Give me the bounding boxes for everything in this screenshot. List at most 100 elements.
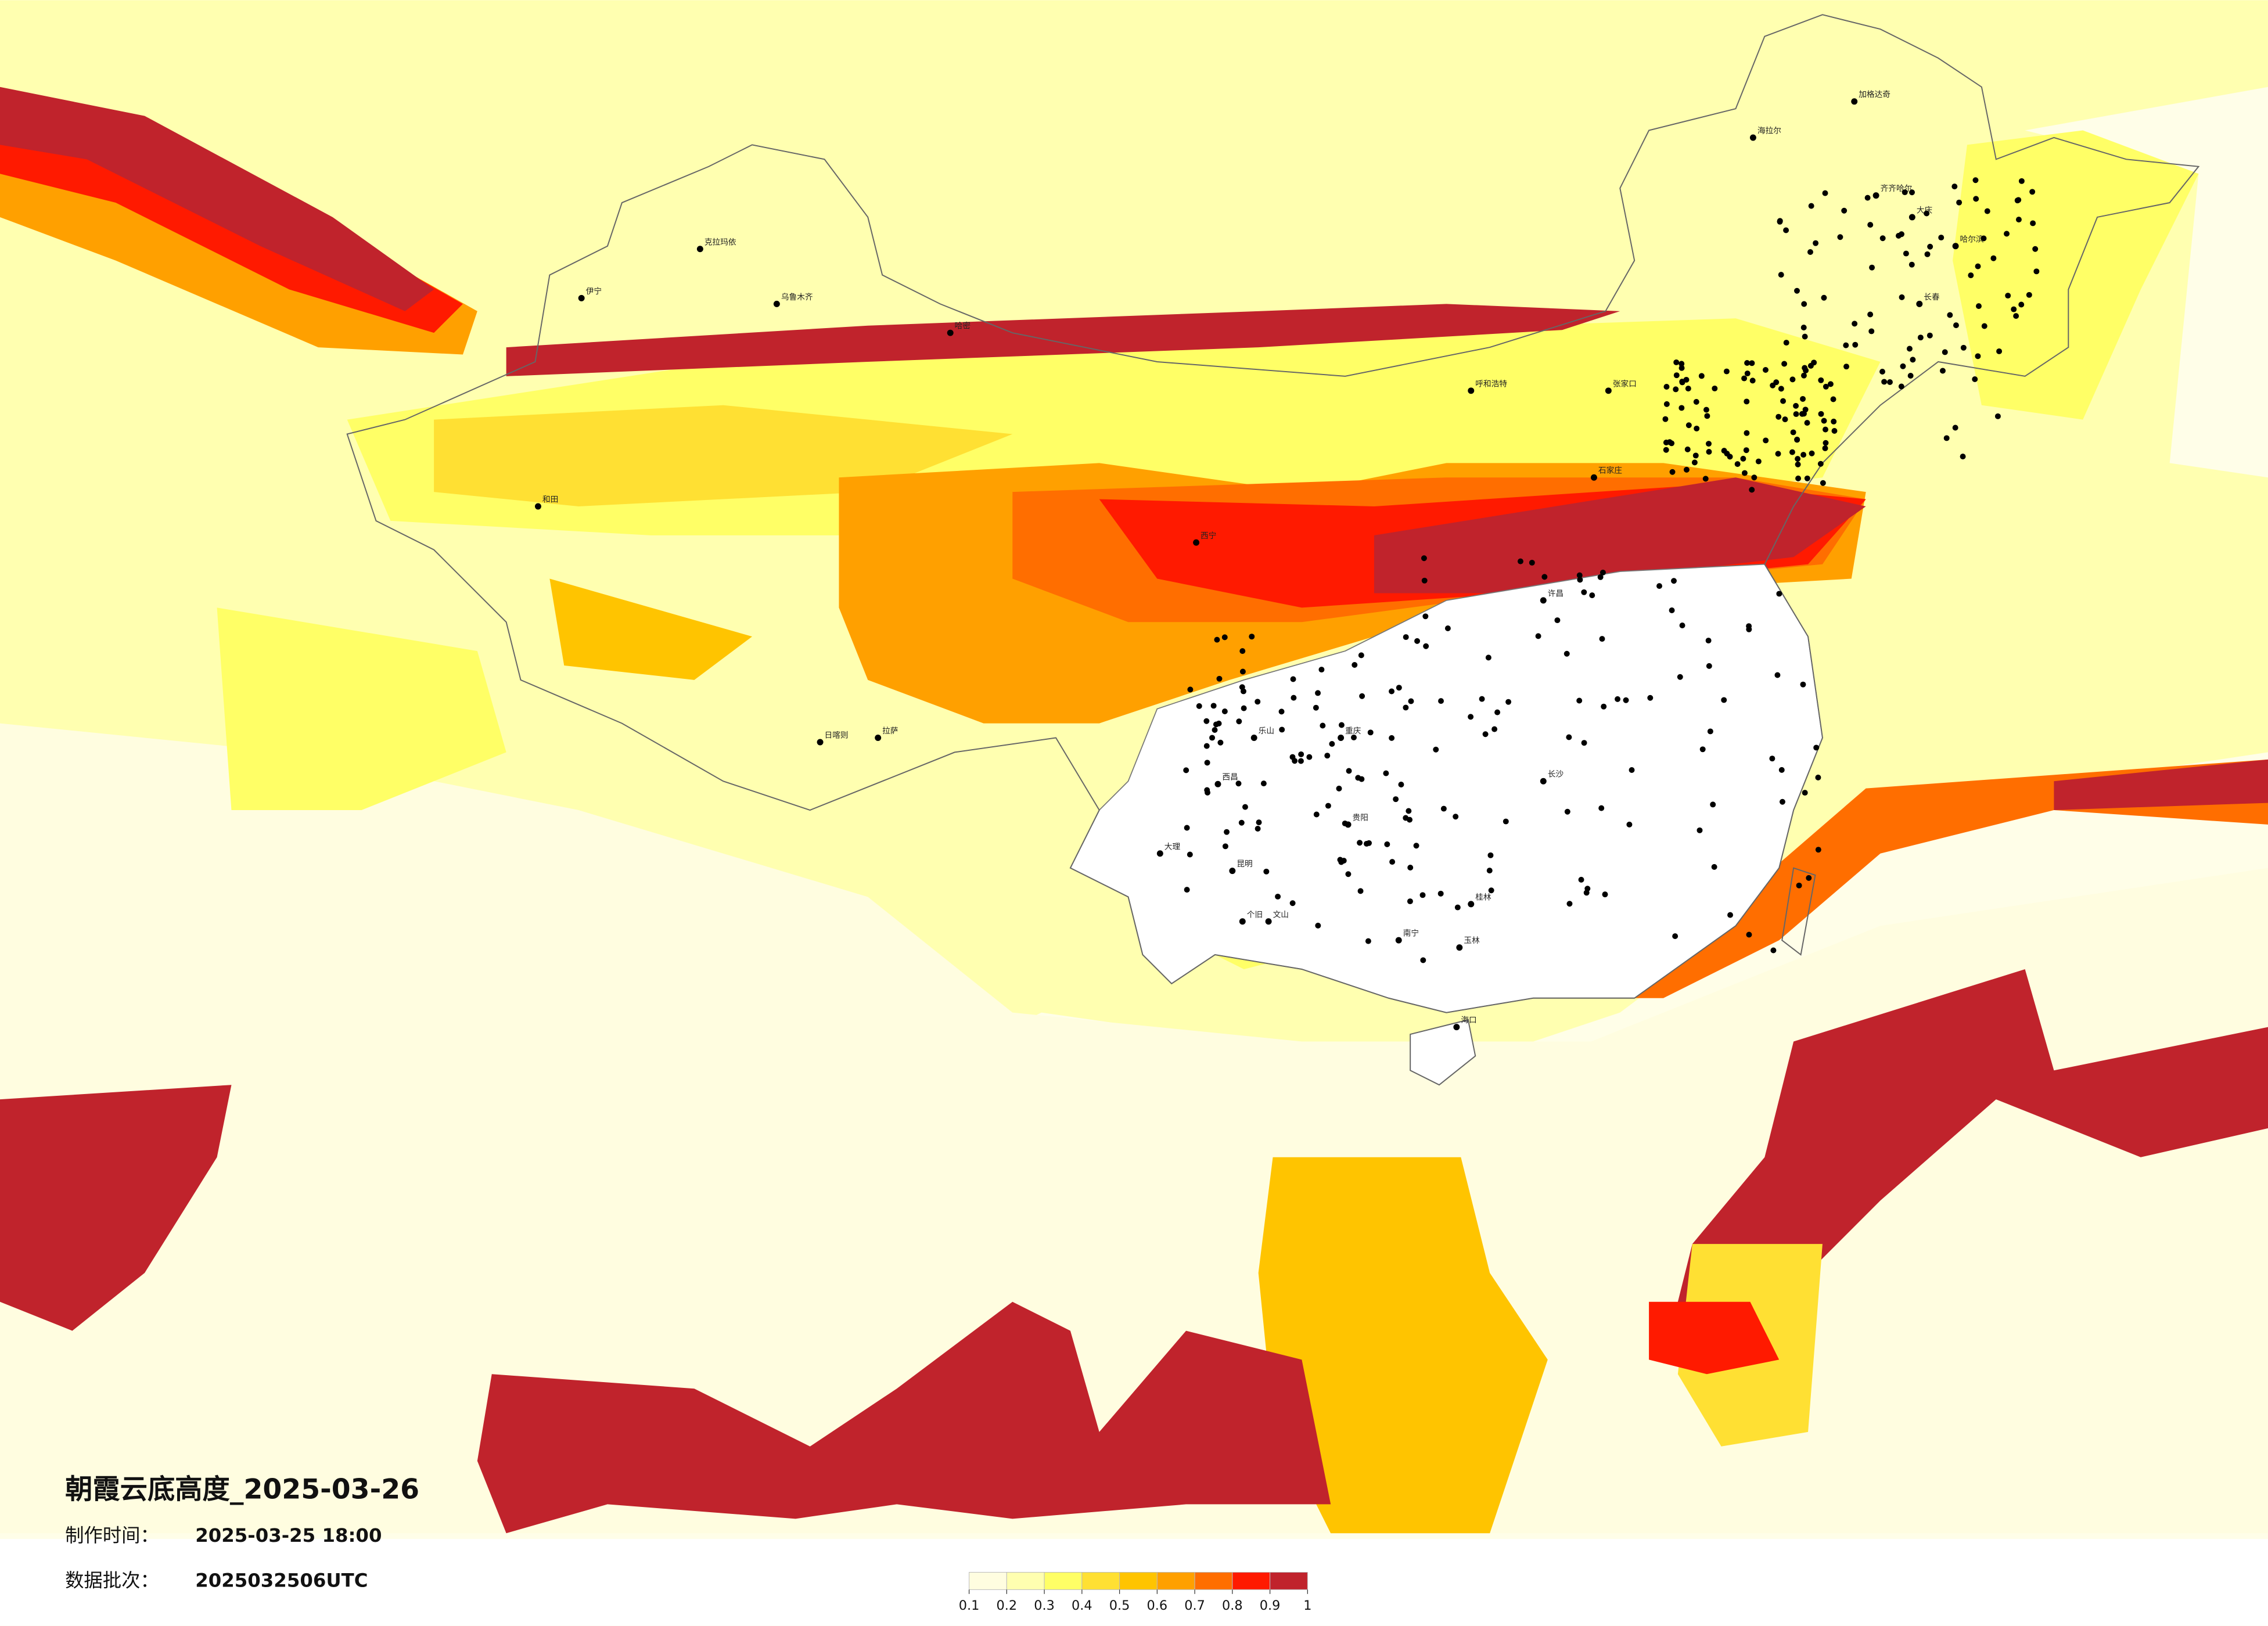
- station-dot: [1710, 801, 1716, 808]
- station-dot: [1503, 818, 1509, 825]
- station-dot: [1433, 746, 1439, 753]
- station-dot: [1796, 882, 1802, 888]
- station-dot: [1239, 684, 1245, 690]
- station-dot: [2026, 292, 2032, 298]
- station-dot: [2018, 301, 2025, 308]
- station-dot: [1740, 455, 1746, 462]
- station-dot: [1554, 617, 1561, 624]
- station-dot: [1867, 311, 1874, 318]
- station-dot: [1823, 440, 1829, 446]
- station-dot: [1960, 344, 1967, 351]
- station-dot: [1517, 558, 1523, 564]
- station-dot: [1647, 695, 1654, 701]
- station-dot: [1727, 912, 1734, 918]
- station-dot: [1924, 210, 1930, 217]
- station-dot: [1976, 303, 1982, 310]
- colorbar-swatch: [1270, 1571, 1308, 1590]
- city-dot: [875, 735, 882, 741]
- station-dot: [1795, 456, 1801, 462]
- station-dot: [1487, 852, 1494, 858]
- station-dot: [1663, 401, 1670, 407]
- station-dot: [1324, 753, 1331, 759]
- station-dot: [1249, 634, 1255, 640]
- city-label: 加格达奇: [1859, 89, 1890, 99]
- station-dot: [1278, 708, 1285, 715]
- station-dot: [1906, 346, 1913, 352]
- station-dot: [1947, 312, 1953, 318]
- station-dot: [1778, 386, 1784, 392]
- city-label: 和田: [542, 495, 558, 505]
- station-dot: [1744, 370, 1751, 377]
- station-dot: [1879, 235, 1886, 242]
- colorbar-swatch: [1119, 1571, 1158, 1590]
- station-dot: [1972, 177, 1979, 184]
- station-dot: [1407, 864, 1414, 870]
- station-dot: [1535, 633, 1541, 639]
- station-dot: [1566, 734, 1572, 740]
- station-dot: [1576, 697, 1583, 704]
- station-dot: [1807, 249, 1813, 255]
- station-dot: [1903, 250, 1909, 257]
- colorbar-tick-label: 0.9: [1260, 1598, 1281, 1613]
- info-value: 2025-03-25 18:00: [195, 1524, 382, 1546]
- cloud-patch: [1591, 759, 2268, 998]
- city-dot: [1229, 868, 1236, 875]
- station-dot: [1775, 413, 1782, 420]
- station-dot: [2011, 306, 2017, 312]
- station-dot: [1669, 469, 1676, 475]
- station-dot: [1352, 662, 1358, 668]
- cloud-patch: [0, 87, 434, 311]
- station-dot: [1337, 857, 1343, 863]
- station-dot: [1778, 272, 1784, 278]
- map-title: 朝霞云底高度_2025-03-26: [65, 1473, 419, 1505]
- station-dot: [1751, 474, 1757, 481]
- colorbar-tick-label: 0.4: [1072, 1598, 1092, 1613]
- city-label: 哈密: [955, 321, 971, 331]
- city-dot: [1468, 901, 1475, 908]
- station-dot: [1815, 774, 1821, 780]
- station-dot: [1800, 324, 1807, 330]
- station-dot: [1869, 264, 1875, 271]
- city-dot: [1193, 539, 1200, 546]
- station-dot: [1298, 751, 1304, 757]
- station-dot: [1804, 475, 1810, 481]
- station-dot: [1806, 875, 1812, 881]
- city-dot: [1908, 214, 1915, 221]
- station-dot: [1827, 381, 1834, 387]
- station-dot: [1263, 868, 1270, 875]
- station-dot: [1581, 740, 1587, 746]
- info-value: 2025032506UTC: [195, 1569, 368, 1591]
- station-dot: [1364, 840, 1370, 847]
- station-dot: [1795, 461, 1801, 467]
- station-dot: [1598, 805, 1605, 811]
- station-dot: [2030, 220, 2036, 226]
- station-dot: [1488, 887, 1494, 894]
- station-dot: [1908, 261, 1915, 268]
- station-dot: [1479, 696, 1485, 702]
- city-label: 南宁: [1403, 929, 1419, 938]
- station-dot: [1803, 367, 1809, 373]
- station-dot: [2005, 293, 2011, 299]
- station-dot: [1683, 376, 1690, 383]
- station-dot: [1577, 577, 1583, 583]
- station-dot: [1406, 808, 1412, 814]
- station-dot: [1960, 454, 1966, 460]
- station-dot: [1214, 636, 1220, 643]
- station-dot: [1800, 395, 1806, 402]
- city-dot: [578, 294, 585, 301]
- station-dot: [1217, 739, 1224, 746]
- station-dot: [1468, 714, 1474, 720]
- city-dot: [1156, 850, 1163, 857]
- station-dot: [1398, 782, 1404, 787]
- station-dot: [1629, 767, 1635, 774]
- station-dot: [1867, 222, 1874, 228]
- city-label: 桂林: [1475, 893, 1491, 902]
- station-dot: [1403, 634, 1409, 641]
- city-label: 长春: [1924, 293, 1940, 302]
- station-dot: [1783, 227, 1789, 233]
- station-dot: [1414, 638, 1421, 644]
- station-dot: [1419, 892, 1426, 898]
- station-dot: [1685, 386, 1691, 392]
- station-dot: [1666, 439, 1673, 445]
